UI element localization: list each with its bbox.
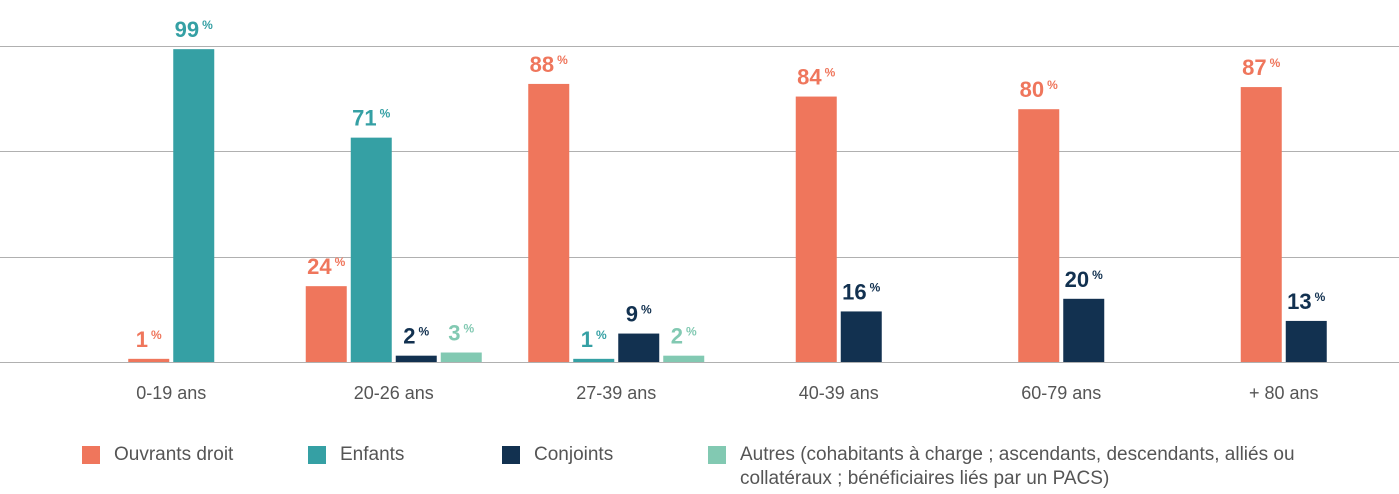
value-label: 16% [842, 279, 880, 304]
x-tick-label: 20-26 ans [354, 383, 434, 403]
legend-swatch [82, 446, 100, 464]
value-number: 16 [842, 279, 866, 304]
value-label: 2% [403, 324, 429, 349]
value-unit: % [557, 53, 568, 67]
x-tick-label: 40-39 ans [799, 383, 879, 403]
value-unit: % [1315, 290, 1326, 304]
value-number: 80 [1020, 77, 1044, 102]
x-tick-label: 27-39 ans [576, 383, 656, 403]
value-unit: % [1092, 268, 1103, 282]
bar [305, 286, 347, 362]
value-label: 99% [175, 17, 213, 42]
value-number: 84 [797, 65, 822, 90]
legend: Ouvrants droit Enfants Conjoints Autres (co… [0, 443, 1399, 494]
legend-item: Conjoints [502, 443, 613, 467]
value-unit: % [380, 107, 391, 121]
bar [395, 355, 437, 362]
value-label: 80% [1020, 77, 1058, 102]
value-label: 71% [352, 106, 390, 131]
legend-label: Autres (cohabitants à charge ; ascendant… [740, 444, 1295, 489]
value-number: 13 [1287, 289, 1311, 314]
bar [1285, 320, 1327, 362]
legend-label: Conjoints [534, 444, 614, 465]
value-unit: % [202, 18, 213, 32]
value-label: 1% [136, 327, 162, 352]
bar [1063, 298, 1105, 362]
bar [528, 83, 570, 363]
bar [128, 358, 170, 362]
value-number: 87 [1242, 55, 1266, 80]
value-number: 9 [626, 302, 638, 327]
value-label: 2% [671, 324, 697, 349]
value-unit: % [825, 66, 836, 80]
legend-item: Enfants [308, 443, 404, 467]
bar [1018, 109, 1060, 362]
value-unit: % [419, 325, 430, 339]
bar [440, 352, 482, 362]
value-unit: % [1270, 56, 1281, 70]
bar [1240, 87, 1282, 362]
legend-label: Enfants [340, 444, 405, 465]
value-label: 1% [581, 327, 607, 352]
value-number: 1 [136, 327, 148, 352]
value-label: 13% [1287, 289, 1325, 314]
value-unit: % [686, 325, 697, 339]
value-number: 3 [448, 321, 460, 346]
bar [573, 358, 615, 362]
value-number: 20 [1065, 267, 1089, 292]
value-label: 84% [797, 65, 835, 90]
bar [350, 137, 392, 362]
value-number: 1 [581, 327, 593, 352]
value-label: 3% [448, 321, 474, 346]
x-tick-label: 0-19 ans [136, 383, 206, 403]
value-number: 71 [352, 106, 376, 131]
bar [840, 311, 882, 362]
value-number: 99 [175, 17, 199, 42]
value-number: 88 [530, 52, 554, 77]
value-label: 88% [530, 52, 568, 77]
bar [173, 49, 215, 362]
bar [795, 96, 837, 362]
bar [618, 333, 660, 362]
value-unit: % [464, 322, 475, 336]
value-number: 2 [403, 324, 415, 349]
legend-swatch [708, 446, 726, 464]
value-label: 20% [1065, 267, 1103, 292]
value-number: 24 [307, 254, 332, 279]
legend-swatch [308, 446, 326, 464]
value-unit: % [1047, 78, 1058, 92]
legend-item: Ouvrants droit [82, 443, 233, 467]
value-unit: % [870, 280, 881, 294]
bar [663, 355, 705, 362]
value-unit: % [335, 255, 346, 269]
x-tick-label: 60-79 ans [1021, 383, 1101, 403]
legend-swatch [502, 446, 520, 464]
legend-label: Ouvrants droit [114, 444, 234, 465]
value-label: 87% [1242, 55, 1280, 80]
value-label: 9% [626, 302, 652, 327]
value-label: 24% [307, 254, 345, 279]
value-unit: % [596, 328, 607, 342]
value-number: 2 [671, 324, 683, 349]
value-unit: % [151, 328, 162, 342]
value-unit: % [641, 303, 652, 317]
legend-item: Autres (cohabitants à charge ; ascendant… [708, 443, 1318, 491]
x-tick-label: + 80 ans [1249, 383, 1319, 403]
